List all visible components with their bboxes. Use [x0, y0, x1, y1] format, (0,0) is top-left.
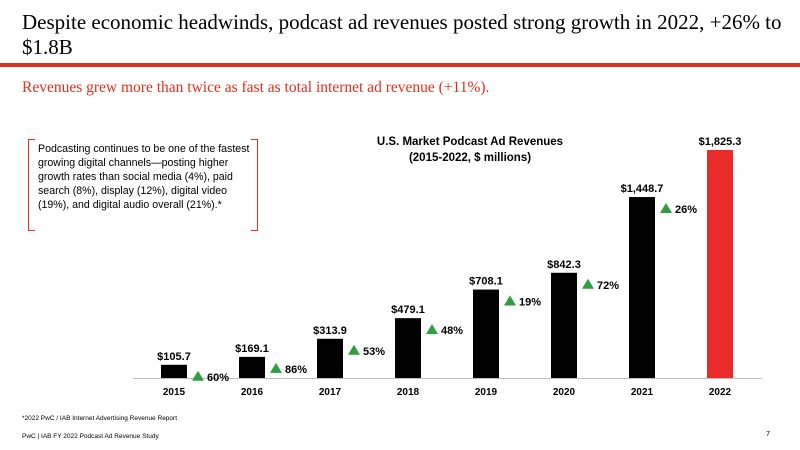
callout-right-bracket [251, 139, 258, 231]
growth-arrow-icon [348, 344, 360, 355]
chart-title-block: U.S. Market Podcast Ad Revenues (2015-20… [340, 134, 600, 166]
growth-label-2020: 19% [519, 297, 541, 309]
growth-arrow-icon [270, 362, 282, 373]
x-tick-2021: 2021 [631, 387, 654, 398]
x-tick-2018: 2018 [397, 387, 420, 398]
growth-arrow-icon [192, 370, 204, 381]
x-tick-2015: 2015 [163, 387, 186, 398]
source-footer: PwC | IAB FY 2022 Podcast Ad Revenue Stu… [22, 433, 159, 440]
bar-2016 [239, 356, 265, 378]
bar-2021 [629, 197, 655, 378]
value-label-2021: $1,448.7 [621, 183, 664, 195]
value-label-2022: $1,825.3 [699, 136, 742, 148]
bar-2018 [395, 318, 421, 378]
growth-arrow-icon [660, 203, 672, 214]
growth-arrow-icon [582, 278, 594, 289]
page-subtitle: Revenues grew more than twice as fast as… [22, 79, 490, 96]
x-tick-2020: 2020 [553, 387, 576, 398]
bar-2019 [473, 289, 499, 378]
x-tick-2016: 2016 [241, 387, 264, 398]
bar-2015 [161, 364, 187, 378]
value-label-2017: $313.9 [313, 325, 347, 337]
growth-label-2016: 60% [207, 372, 229, 384]
callout-text: Podcasting continues to be one of the fa… [38, 143, 250, 211]
growth-label-2019: 48% [441, 325, 463, 337]
footnote: *2022 PwC / IAB Internet Advertising Rev… [22, 415, 178, 422]
growth-label-2021: 72% [597, 280, 619, 292]
title-divider [0, 63, 800, 67]
growth-arrow-icon [426, 324, 438, 335]
bar-2017 [317, 338, 343, 378]
page-title: Despite economic headwinds, podcast ad r… [22, 10, 782, 59]
value-label-2018: $479.1 [391, 304, 425, 316]
growth-label-2018: 53% [363, 346, 385, 358]
page-number: 7 [766, 431, 770, 438]
chart-subtitle: (2015-2022, $ millions) [408, 152, 532, 164]
value-label-2015: $105.7 [157, 351, 191, 363]
value-label-2016: $169.1 [235, 343, 269, 355]
growth-label-2022: 26% [675, 204, 697, 216]
x-tick-2019: 2019 [475, 387, 498, 398]
bar-2022 [707, 150, 733, 378]
x-tick-2017: 2017 [319, 387, 342, 398]
bar-2020 [551, 272, 577, 378]
callout-box: Podcasting continues to be one of the fa… [28, 139, 258, 231]
callout-left-bracket [28, 139, 35, 231]
chart-title: U.S. Market Podcast Ad Revenues [376, 136, 564, 148]
growth-label-2017: 86% [285, 364, 307, 376]
value-label-2020: $842.3 [547, 259, 581, 271]
x-tick-2022: 2022 [709, 387, 732, 398]
value-label-2019: $708.1 [469, 276, 503, 288]
growth-arrow-icon [504, 295, 516, 306]
